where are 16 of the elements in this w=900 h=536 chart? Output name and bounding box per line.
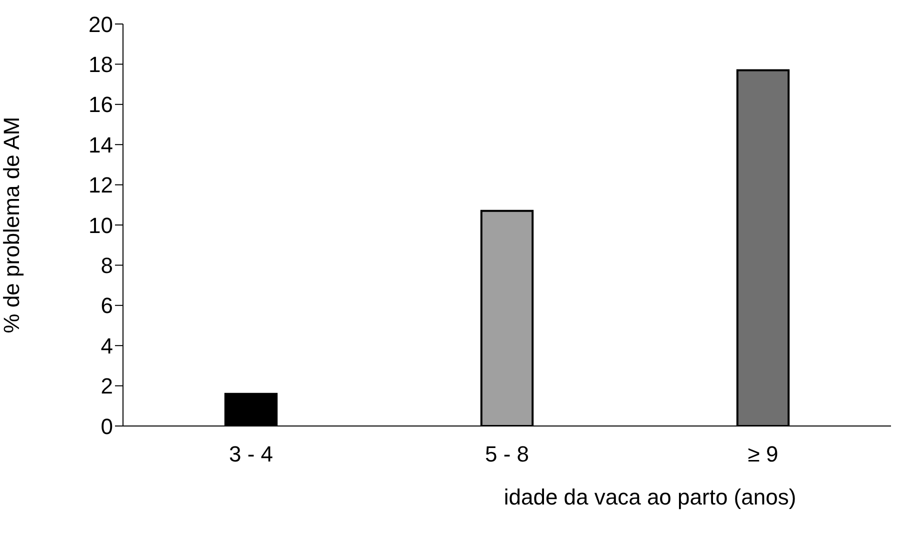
y-tick-label: 18 [88, 52, 113, 78]
y-tick-label: 4 [100, 333, 113, 358]
x-tick-label: ≥ 9 [748, 442, 778, 467]
y-tick-label: 8 [100, 253, 113, 278]
y-axis-title: % de problema de AM [0, 116, 24, 334]
y-tick-label: 6 [100, 293, 113, 318]
y-tick-label: 16 [88, 92, 113, 118]
y-tick-label: 10 [88, 212, 113, 238]
x-tick-label: 5 - 8 [484, 442, 530, 467]
x-tick-label: 3 - 4 [228, 442, 274, 467]
y-tick-label: 12 [88, 172, 113, 198]
y-tick-label: 2 [100, 374, 113, 399]
x-axis-title: idade da vaca ao parto (anos) [504, 484, 796, 510]
y-tick-label: 14 [88, 132, 113, 158]
y-tick-label: 20 [88, 12, 113, 37]
y-tick-label: 0 [100, 414, 113, 439]
